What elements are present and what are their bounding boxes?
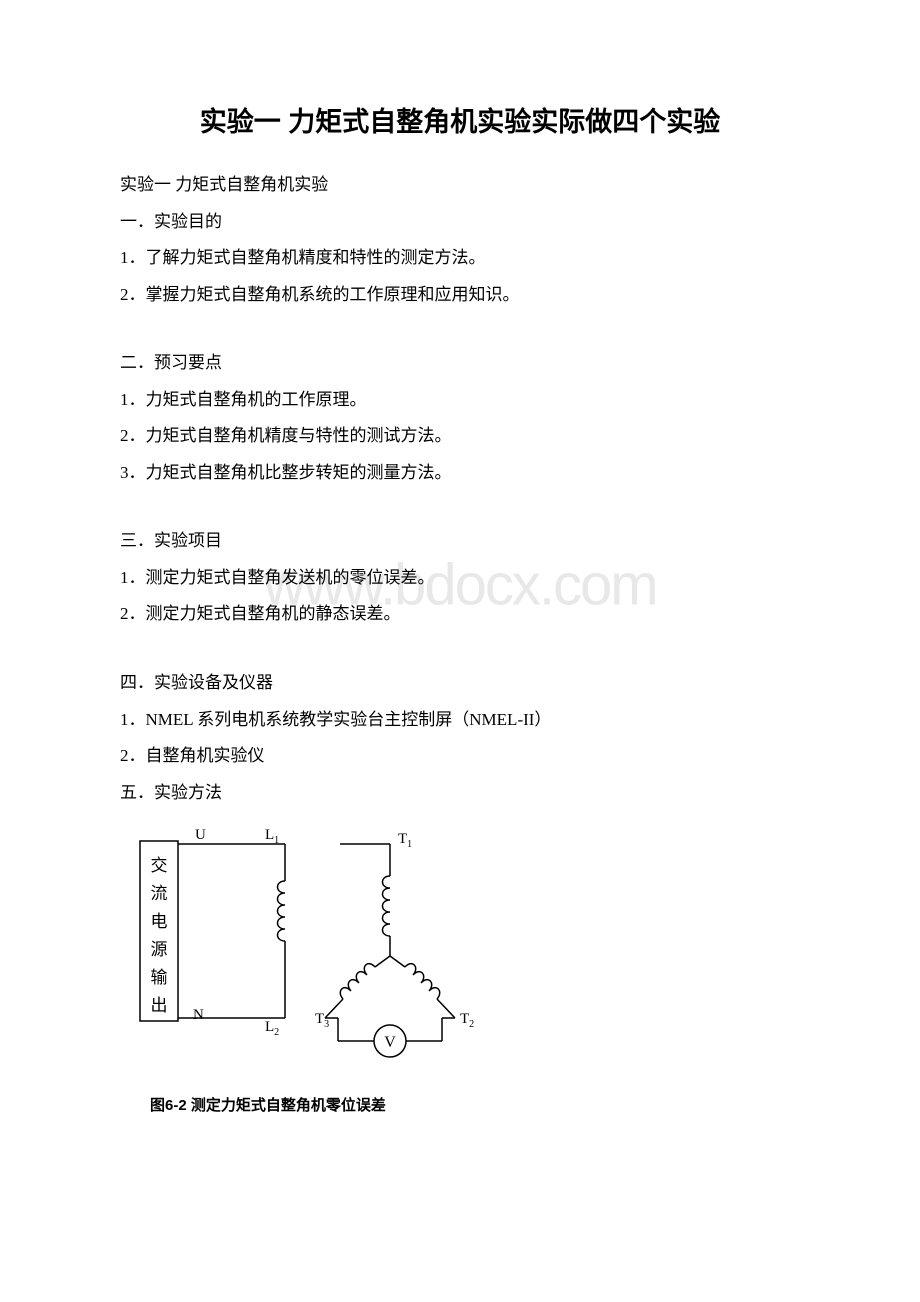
list-item: 2．掌握力矩式自整角机系统的工作原理和应用知识。: [120, 277, 800, 314]
label-t1: T1: [398, 831, 412, 850]
inductor-t3: [340, 964, 375, 999]
wire: [375, 956, 390, 967]
wire: [390, 956, 405, 967]
circuit-svg: 交 流 电 源 输 出 U N L1 L2 T1: [120, 821, 480, 1071]
list-item: 1．力矩式自整角机的工作原理。: [120, 382, 800, 419]
list-item: 1．了解力矩式自整角机精度和特性的测定方法。: [120, 240, 800, 277]
section-equipment: 四．实验设备及仪器 1．NMEL 系列电机系统教学实验台主控制屏（NMEL-II…: [120, 665, 800, 775]
list-item: 1．测定力矩式自整角发送机的零位误差。: [120, 560, 800, 597]
circuit-diagram: 交 流 电 源 输 出 U N L1 L2 T1: [120, 821, 800, 1115]
box-char: 流: [151, 884, 168, 903]
label-l1: L1: [265, 827, 279, 846]
box-char: 源: [151, 940, 168, 959]
section-heading: 三．实验项目: [120, 523, 800, 560]
list-item: 2．测定力矩式自整角机的静态误差。: [120, 596, 800, 633]
inductor-t2: [405, 964, 440, 999]
label-t2: T2: [460, 1011, 474, 1030]
label-l2: L2: [265, 1019, 279, 1038]
label-t3: T3: [315, 1011, 329, 1030]
list-item: 3．力矩式自整角机比整步转矩的测量方法。: [120, 455, 800, 492]
wire: [325, 999, 343, 1018]
list-item: 1．NMEL 系列电机系统教学实验台主控制屏（NMEL-II）: [120, 702, 800, 739]
section-heading: 二．预习要点: [120, 345, 800, 382]
section-projects: 三．实验项目 1．测定力矩式自整角发送机的零位误差。 2．测定力矩式自整角机的静…: [120, 523, 800, 633]
inductor-t1: [383, 876, 391, 936]
label-n: N: [193, 1007, 204, 1023]
box-char: 交: [151, 856, 168, 875]
box-char: 出: [151, 996, 168, 1015]
list-item: 2．力矩式自整角机精度与特性的测试方法。: [120, 418, 800, 455]
subtitle: 实验一 力矩式自整角机实验: [120, 167, 800, 204]
label-u: U: [195, 827, 206, 843]
section-heading: 五．实验方法: [120, 775, 800, 812]
body-text: 实验一 力矩式自整角机实验 一．实验目的 1．了解力矩式自整角机精度和特性的测定…: [120, 167, 800, 811]
list-item: 2．自整角机实验仪: [120, 738, 800, 775]
section-purpose: 一．实验目的 1．了解力矩式自整角机精度和特性的测定方法。 2．掌握力矩式自整角…: [120, 204, 800, 314]
wire: [437, 999, 455, 1018]
document-content: 实验一 力矩式自整角机实验实际做四个实验 实验一 力矩式自整角机实验 一．实验目…: [120, 100, 800, 1115]
diagram-caption: 图6-2 测定力矩式自整角机零位误差: [150, 1094, 800, 1115]
box-char: 电: [151, 912, 168, 931]
section-preview: 二．预习要点 1．力矩式自整角机的工作原理。 2．力矩式自整角机精度与特性的测试…: [120, 345, 800, 491]
section-heading: 四．实验设备及仪器: [120, 665, 800, 702]
inductor-primary: [278, 881, 286, 941]
box-char: 输: [151, 968, 168, 987]
section-method: 五．实验方法: [120, 775, 800, 812]
page-title: 实验一 力矩式自整角机实验实际做四个实验: [120, 100, 800, 139]
label-v: V: [384, 1034, 396, 1051]
section-heading: 一．实验目的: [120, 204, 800, 241]
